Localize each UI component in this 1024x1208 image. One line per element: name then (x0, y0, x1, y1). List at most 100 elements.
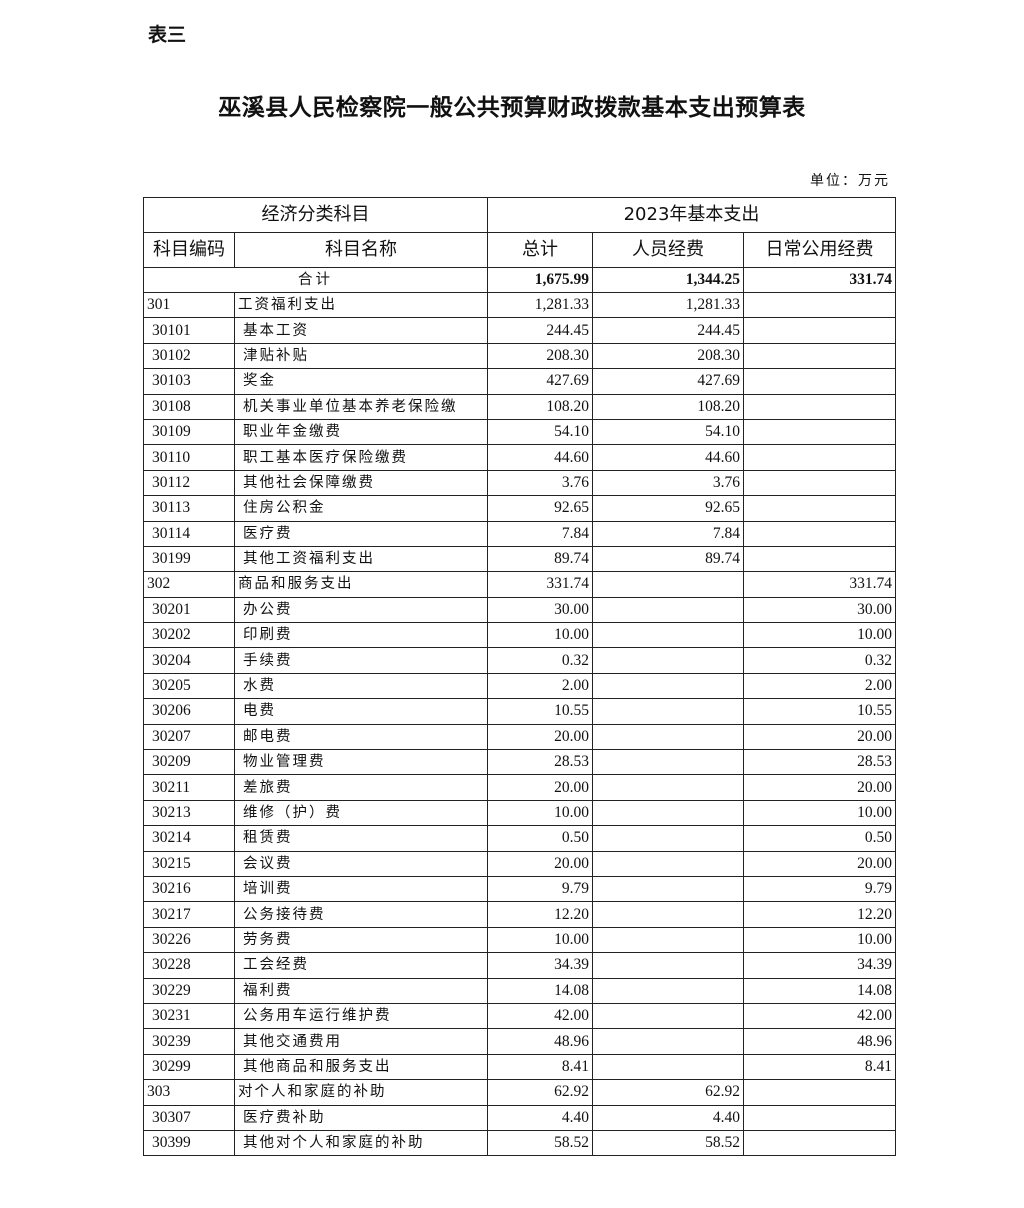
table-row: 30205 水费 2.00 2.00 (143, 672, 897, 700)
row-name: 基本工资 (234, 317, 488, 344)
table-row: 30211 差旅费 20.00 20.00 (143, 774, 897, 801)
row-personnel: 62.92 (592, 1079, 744, 1106)
row-public (742, 291, 897, 319)
row-name: 公务接待费 (234, 901, 488, 928)
table-row: 30209 物业管理费 28.53 28.53 (143, 749, 897, 776)
row-total: 10.00 (487, 926, 593, 954)
row-public (742, 1104, 897, 1131)
row-personnel (592, 596, 744, 624)
row-total: 10.00 (487, 622, 593, 649)
row-personnel: 427.69 (592, 368, 744, 395)
row-total: 2.00 (487, 672, 593, 700)
row-name: 福利费 (234, 977, 488, 1004)
row-code: 30205 (143, 672, 235, 700)
unit-label: 单位：万元 (810, 173, 890, 189)
row-personnel (592, 647, 744, 674)
table-row: 30201 办公费 30.00 30.00 (143, 596, 897, 624)
row-name: 会议费 (234, 850, 488, 877)
row-code: 30103 (143, 368, 235, 395)
row-total: 244.45 (487, 317, 593, 344)
row-personnel: 108.20 (592, 393, 744, 420)
row-name: 水费 (234, 672, 488, 700)
row-name: 住房公积金 (234, 495, 488, 522)
row-total: 4.40 (487, 1104, 593, 1131)
row-code: 30108 (143, 393, 235, 420)
row-total: 44.60 (487, 444, 593, 471)
row-code: 30211 (143, 774, 235, 801)
row-personnel (592, 926, 744, 954)
row-public: 0.50 (742, 825, 897, 852)
row-name: 其他交通费用 (234, 1028, 488, 1055)
row-code: 30213 (143, 799, 235, 827)
row-public: 20.00 (742, 774, 897, 801)
table-row: 30199 其他工资福利支出 89.74 89.74 (143, 545, 897, 573)
row-total: 54.10 (487, 418, 593, 446)
row-total: 7.84 (487, 520, 593, 547)
row-code: 30204 (143, 647, 235, 674)
row-code: 30228 (143, 952, 235, 979)
row-code: 30114 (143, 520, 235, 547)
table-row: 30213 维修（护）费 10.00 10.00 (143, 799, 897, 827)
row-code: 30209 (143, 749, 235, 776)
row-total: 62.92 (487, 1079, 593, 1106)
row-total: 10.00 (487, 799, 593, 827)
row-name: 津贴补贴 (234, 342, 488, 370)
row-code: 30113 (143, 495, 235, 522)
row-total: 92.65 (487, 495, 593, 522)
table-row: 30109 职业年金缴费 54.10 54.10 (143, 418, 897, 446)
row-code: 30307 (143, 1104, 235, 1131)
row-code: 30217 (143, 901, 235, 928)
row-code: 30229 (143, 977, 235, 1004)
row-name: 其他商品和服务支出 (234, 1053, 488, 1081)
total-total: 1,675.99 (487, 267, 593, 293)
row-name: 对个人和家庭的补助 (234, 1079, 488, 1106)
row-name: 其他对个人和家庭的补助 (234, 1129, 488, 1157)
row-name: 手续费 (234, 647, 488, 674)
table-row: 302 商品和服务支出 331.74 331.74 (143, 571, 897, 598)
table-row: 30214 租赁费 0.50 0.50 (143, 825, 897, 852)
row-personnel (592, 901, 744, 928)
table-row: 303 对个人和家庭的补助 62.92 62.92 (143, 1079, 897, 1106)
table-row: 30229 福利费 14.08 14.08 (143, 977, 897, 1004)
header-name: 科目名称 (234, 232, 488, 268)
row-personnel (592, 1053, 744, 1081)
row-personnel: 1,281.33 (592, 291, 744, 319)
row-personnel (592, 1002, 744, 1030)
table-row: 30114 医疗费 7.84 7.84 (143, 520, 897, 547)
row-total: 9.79 (487, 875, 593, 903)
table-number-label: 表三 (148, 24, 187, 46)
row-code: 303 (143, 1079, 235, 1106)
table-row: 30112 其他社会保障缴费 3.76 3.76 (143, 469, 897, 497)
row-personnel: 92.65 (592, 495, 744, 522)
row-public: 20.00 (742, 850, 897, 877)
row-personnel (592, 977, 744, 1004)
row-public: 14.08 (742, 977, 897, 1004)
row-personnel (592, 698, 744, 725)
table-row: 30228 工会经费 34.39 34.39 (143, 952, 897, 979)
row-public: 10.00 (742, 926, 897, 954)
row-code: 30199 (143, 545, 235, 573)
row-personnel (592, 723, 744, 751)
row-public: 30.00 (742, 596, 897, 624)
row-total: 3.76 (487, 469, 593, 497)
row-total: 10.55 (487, 698, 593, 725)
total-label: 合计 (143, 267, 488, 293)
row-public (742, 444, 897, 471)
table-row: 30226 劳务费 10.00 10.00 (143, 926, 897, 954)
row-personnel: 7.84 (592, 520, 744, 547)
row-name: 其他社会保障缴费 (234, 469, 488, 497)
header-public: 日常公用经费 (742, 232, 897, 268)
row-public: 9.79 (742, 875, 897, 903)
row-name: 劳务费 (234, 926, 488, 954)
row-personnel (592, 672, 744, 700)
row-public: 10.55 (742, 698, 897, 725)
total-public: 331.74 (742, 267, 897, 293)
header-row-group: 经济分类科目 2023年基本支出 (143, 197, 897, 233)
table-row: 30110 职工基本医疗保险缴费 44.60 44.60 (143, 444, 897, 471)
table-row: 30216 培训费 9.79 9.79 (143, 875, 897, 903)
table-row: 30307 医疗费补助 4.40 4.40 (143, 1104, 897, 1131)
row-personnel (592, 875, 744, 903)
row-personnel (592, 825, 744, 852)
row-code: 30206 (143, 698, 235, 725)
header-total: 总计 (487, 232, 593, 268)
